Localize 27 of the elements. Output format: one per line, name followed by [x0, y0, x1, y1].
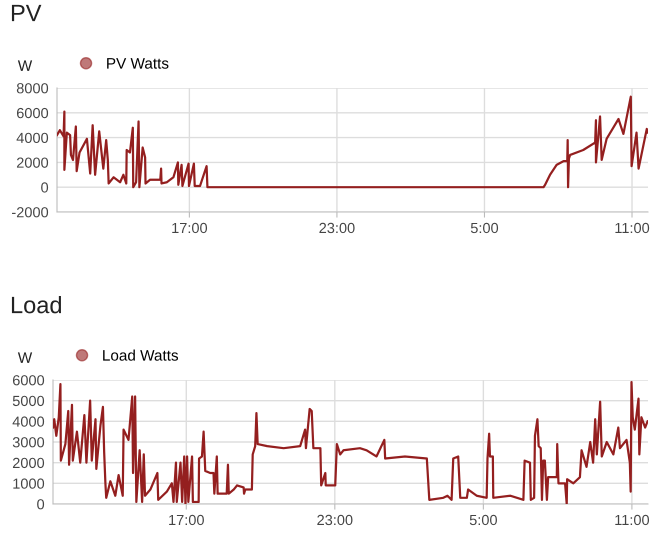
y-tick-label: 2000 [12, 458, 44, 468]
x-tick-label: 11:00 [615, 514, 650, 526]
x-tick-label: 23:00 [317, 514, 352, 526]
legend-label: PV Watts [107, 58, 168, 69]
legend-label: Load Watts [103, 350, 178, 361]
y-tick-label: 5000 [12, 396, 44, 406]
x-tick-label: 17:00 [172, 222, 208, 234]
y-tick-label: 0 [41, 182, 48, 193]
y-axis-title: W [18, 60, 32, 71]
y-axis-title: W [18, 352, 32, 363]
x-tick-label: 23:00 [319, 222, 355, 234]
chart-title: Load [12, 296, 62, 314]
y-tick-label: 4000 [16, 132, 48, 144]
y-tick-label: 8000 [16, 83, 48, 94]
y-tick-label: -2000 [12, 207, 48, 218]
y-tick-label: 3000 [12, 437, 44, 448]
y-tick-label: 4000 [12, 416, 44, 427]
x-tick-label: 5:00 [470, 514, 497, 526]
y-tick-label: 2000 [16, 158, 48, 168]
chart-title: PV [12, 4, 42, 22]
x-tick-label: 5:00 [470, 222, 498, 234]
x-tick-label: 17:00 [169, 514, 204, 526]
y-tick-label: 6000 [12, 375, 44, 386]
y-tick-label: 0 [37, 499, 44, 510]
y-tick-label: 6000 [16, 108, 48, 118]
y-tick-label: 1000 [13, 478, 44, 489]
x-tick-label: 11:00 [615, 222, 650, 234]
